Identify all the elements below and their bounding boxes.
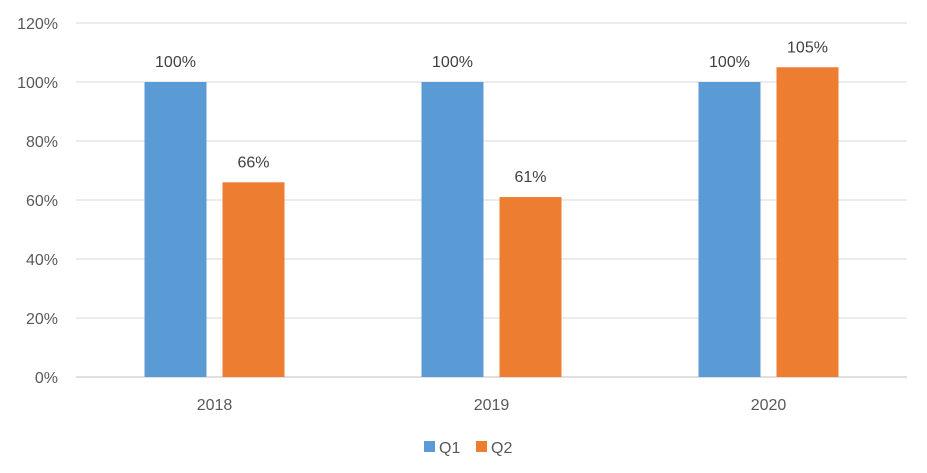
x-tick-label: 2019 <box>474 397 510 414</box>
y-tick-label: 20% <box>26 311 58 328</box>
data-labels: 100% 66% 100% 61% 100% 105% <box>155 39 828 186</box>
legend: Q1 Q2 <box>424 440 512 457</box>
legend-swatch-q2 <box>476 441 487 452</box>
y-axis-ticks: 0% 20% 40% 60% 80% 100% 120% <box>17 16 58 387</box>
x-tick-label: 2018 <box>197 397 233 414</box>
data-label: 100% <box>155 54 196 71</box>
bar-q2-2019 <box>499 197 562 377</box>
bar-q2-2018 <box>222 182 285 377</box>
y-tick-label: 80% <box>26 134 58 151</box>
y-tick-label: 120% <box>17 16 58 33</box>
x-tick-label: 2020 <box>751 397 787 414</box>
x-axis-ticks: 2018 2019 2020 <box>197 397 787 414</box>
legend-label: Q1 <box>439 440 460 457</box>
y-tick-label: 0% <box>35 370 58 387</box>
legend-label: Q2 <box>491 440 512 457</box>
gridlines <box>76 22 907 378</box>
data-label: 105% <box>787 39 828 56</box>
bar-q1-2019 <box>421 82 484 377</box>
legend-swatch-q1 <box>424 441 435 452</box>
bar-q1-2018 <box>144 82 207 377</box>
data-label: 61% <box>514 169 546 186</box>
y-tick-label: 60% <box>26 193 58 210</box>
bar-q1-2020 <box>698 82 761 377</box>
y-tick-label: 100% <box>17 75 58 92</box>
data-label: 66% <box>237 154 269 171</box>
bar-q2-2020 <box>776 67 839 377</box>
y-tick-label: 40% <box>26 252 58 269</box>
data-label: 100% <box>432 54 473 71</box>
bars <box>144 67 839 377</box>
data-label: 100% <box>709 54 750 71</box>
